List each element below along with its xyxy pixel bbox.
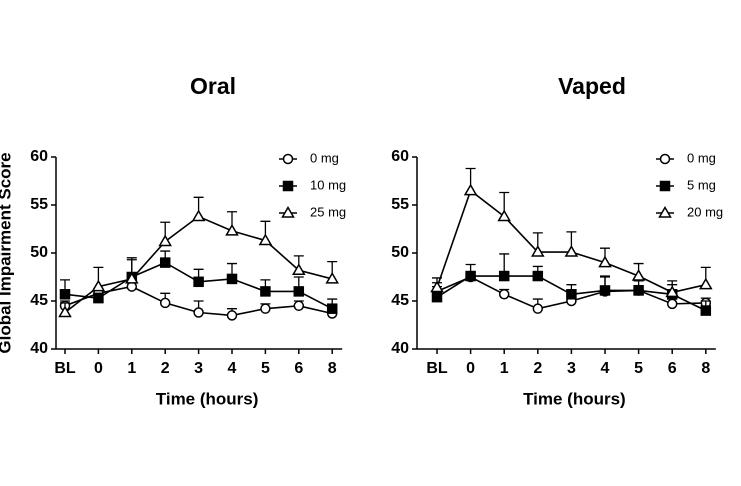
marker: [282, 180, 294, 192]
marker: [498, 289, 510, 300]
marker: [124, 271, 139, 284]
x-axis-label: Time (hours): [156, 389, 259, 408]
marker: [226, 273, 238, 285]
marker: [293, 286, 305, 297]
y-tick-label: 40: [30, 340, 48, 357]
x-tick-label: 4: [228, 360, 237, 377]
marker: [631, 269, 646, 281]
marker: [530, 245, 545, 257]
legend-label: 10 mg: [310, 177, 346, 192]
x-tick-label: 0: [94, 360, 103, 377]
x-tick-label: 2: [533, 360, 542, 377]
y-tick-label: 55: [30, 196, 48, 213]
marker: [225, 223, 239, 236]
marker: [260, 303, 271, 314]
x-tick-label: 8: [328, 360, 337, 377]
marker: [666, 298, 678, 310]
x-tick-label: 1: [500, 360, 509, 377]
x-tick-label: 3: [194, 360, 203, 377]
legend-label: 0 mg: [687, 150, 716, 165]
x-tick-label: 8: [701, 360, 710, 377]
marker: [159, 297, 171, 309]
y-tick-label: 60: [391, 148, 409, 165]
legend-label: 0 mg: [310, 150, 339, 165]
marker: [700, 305, 712, 316]
marker: [599, 285, 611, 296]
marker: [281, 206, 295, 218]
marker: [659, 153, 671, 165]
marker: [193, 307, 204, 318]
x-tick-label: 6: [668, 360, 677, 377]
marker: [658, 206, 672, 218]
marker: [665, 285, 680, 298]
y-tick-label: 50: [391, 244, 409, 261]
marker: [193, 276, 204, 288]
y-tick-label: 40: [391, 340, 409, 357]
series-line: [64, 215, 333, 314]
marker: [191, 209, 206, 222]
marker: [325, 271, 340, 284]
marker: [532, 303, 544, 314]
marker: [291, 263, 306, 276]
x-tick-label: BL: [54, 360, 76, 377]
marker: [430, 280, 444, 293]
chart-title: Oral: [190, 73, 236, 99]
y-tick-label: 60: [30, 148, 48, 165]
marker: [498, 270, 510, 282]
x-tick-label: 5: [634, 360, 643, 377]
x-tick-label: 4: [601, 360, 610, 377]
chart-title: Vaped: [558, 73, 626, 99]
x-tick-label: 6: [294, 360, 303, 377]
marker: [93, 292, 104, 304]
marker: [532, 270, 544, 282]
x-axis-label: Time (hours): [523, 389, 626, 408]
marker: [293, 300, 305, 312]
legend-label: 25 mg: [310, 204, 346, 219]
x-tick-label: 1: [127, 360, 136, 377]
marker: [698, 277, 713, 290]
x-tick-label: 0: [466, 360, 475, 377]
marker: [58, 305, 72, 318]
x-tick-label: 5: [261, 360, 270, 377]
y-tick-label: 45: [30, 292, 48, 309]
marker: [463, 183, 478, 196]
y-tick-label: 55: [391, 196, 409, 213]
y-tick-label: 45: [391, 292, 409, 309]
x-tick-label: 3: [567, 360, 576, 377]
marker: [431, 291, 443, 303]
marker: [260, 286, 271, 297]
marker: [566, 289, 577, 300]
marker: [59, 289, 71, 300]
marker: [158, 234, 173, 247]
marker: [159, 257, 171, 268]
legend-label: 20 mg: [687, 204, 723, 219]
marker: [564, 245, 579, 257]
marker: [598, 255, 612, 268]
marker: [258, 233, 273, 246]
x-tick-label: 2: [161, 360, 170, 377]
marker: [226, 310, 238, 321]
marker: [326, 303, 338, 314]
marker: [465, 270, 476, 282]
y-axis-label: Global Impairment Score: [0, 152, 14, 353]
marker: [282, 153, 294, 165]
marker: [497, 209, 512, 222]
x-tick-label: BL: [426, 360, 448, 377]
legend-label: 5 mg: [687, 177, 716, 192]
marker: [659, 180, 671, 192]
marker: [633, 285, 644, 296]
y-tick-label: 50: [30, 244, 48, 261]
marker: [91, 279, 106, 292]
